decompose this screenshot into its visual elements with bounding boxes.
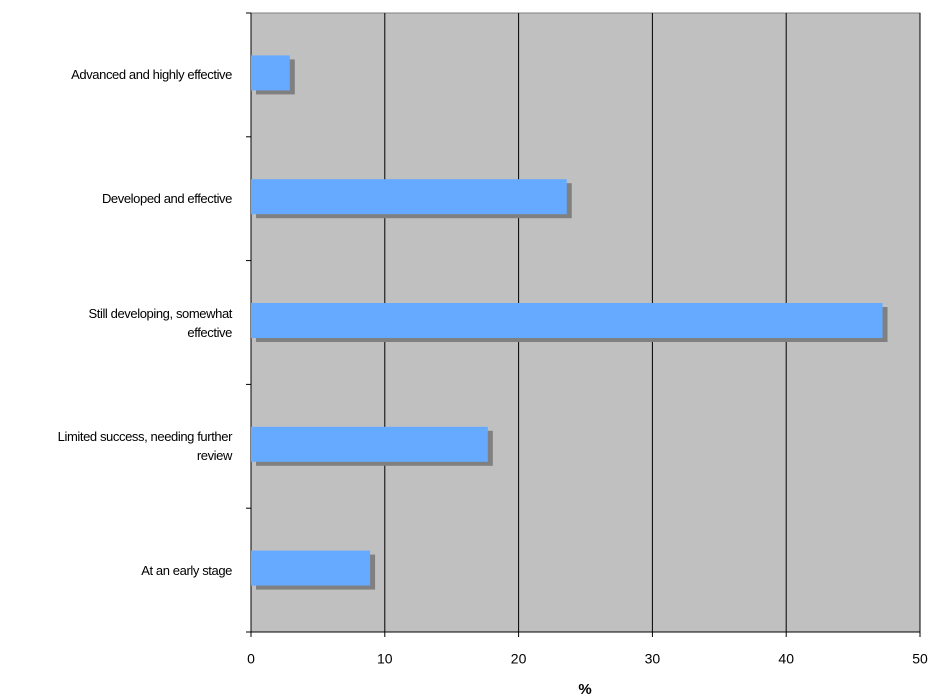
category-text: At an early stage bbox=[141, 562, 232, 578]
x-tick-label: 0 bbox=[247, 651, 255, 667]
y-tick-label: At an early stage bbox=[32, 540, 232, 600]
category-text: Developed and effective bbox=[101, 191, 232, 207]
x-tick-label: 30 bbox=[645, 651, 661, 667]
category-text: Limited success, needing further review bbox=[57, 429, 233, 464]
bar bbox=[251, 55, 290, 91]
bar bbox=[251, 179, 567, 215]
bar bbox=[251, 550, 371, 586]
y-tick-label: Limited success, needing further review bbox=[32, 416, 233, 476]
category-text: Still developing, somewhat effective bbox=[88, 305, 232, 340]
x-axis-title: % bbox=[578, 681, 591, 698]
y-tick-label: Advanced and highly effective bbox=[32, 45, 232, 105]
bar bbox=[251, 426, 488, 462]
y-tick-label: Developed and effective bbox=[32, 169, 232, 229]
x-tick-label: 10 bbox=[377, 651, 393, 667]
bar bbox=[251, 303, 883, 338]
x-tick-label: 20 bbox=[511, 651, 527, 667]
category-text: Advanced and highly effective bbox=[71, 67, 232, 83]
y-tick-label: Still developing, somewhat effective bbox=[32, 293, 232, 353]
x-tick-label: 50 bbox=[912, 651, 928, 667]
x-tick-label: 40 bbox=[778, 651, 794, 667]
